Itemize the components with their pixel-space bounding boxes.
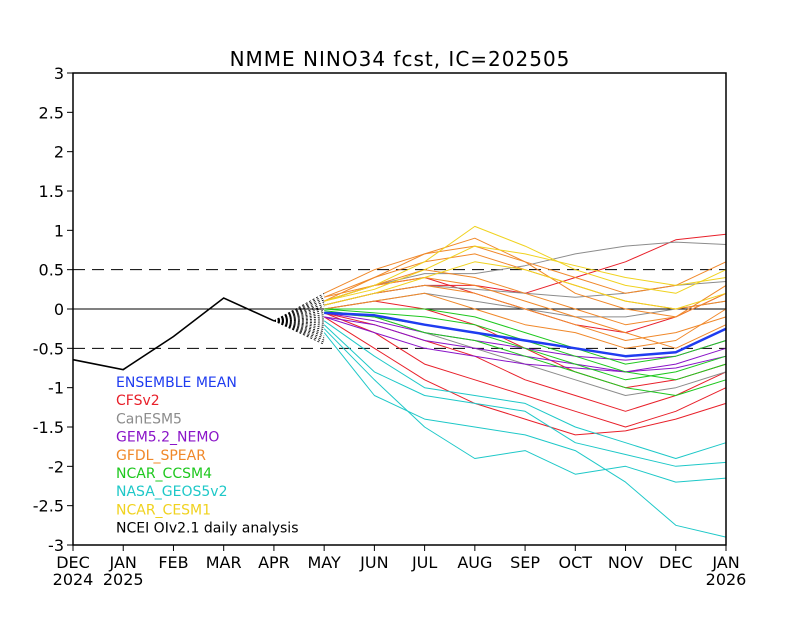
series-line-ncar-cesm1: [324, 245, 727, 302]
legend-entry-canesm5: CanESM5: [116, 411, 182, 427]
legend-entry-cfsv2: CFSv2: [116, 393, 160, 409]
x-tick-label: MAY: [308, 553, 342, 572]
y-tick-label: -0.5: [33, 339, 64, 358]
legend-entry-ensemble-mean: ENSEMBLE MEAN: [116, 375, 237, 391]
x-tick-label: AUG: [457, 553, 492, 572]
y-tick-label: 1: [54, 221, 64, 240]
series-line-nasa-geos5v2: [323, 328, 727, 483]
y-tick-label: 3: [54, 64, 64, 83]
series-line-nasa-geos5v2: [323, 324, 727, 467]
series-line-ncar-cesm1: [324, 225, 727, 302]
y-tick-label: -1.5: [33, 418, 64, 437]
x-tick-label: NOV: [608, 553, 643, 572]
series-line-ncar-ccsm4: [324, 310, 727, 396]
chart-legend: ENSEMBLE MEAN CFSv2 CanESM5 GEM5.2_NEMO GFDL…: [116, 375, 299, 537]
series-line-gfdl-spear: [324, 284, 727, 341]
y-tick-label: 1.5: [39, 182, 64, 201]
series-layer: [72, 225, 727, 538]
y-tick-label: 0.5: [39, 261, 64, 280]
series-line-gfdl-spear: [323, 245, 727, 302]
legend-entry-ncei-oiv2-1-daily-analysis: NCEI OIv2.1 daily analysis: [116, 521, 299, 537]
x-tick-label: JAN: [711, 553, 739, 572]
plot-frame: [72, 72, 727, 546]
chart-title: NMME NINO34 fcst, IC=202505: [230, 47, 571, 71]
x-tick-label: DEC: [659, 553, 693, 572]
series-line-ensemble-mean: [324, 311, 727, 358]
x-tick-label: FEB: [158, 553, 188, 572]
y-tick-label: -1: [48, 379, 64, 398]
series-line-ncar-ccsm4: [324, 308, 727, 365]
x-year-label: 2025: [103, 570, 144, 589]
y-tick-label: -3: [48, 536, 64, 555]
x-tick-label: OCT: [559, 553, 593, 572]
y-tick-label: 2: [54, 143, 64, 162]
series-line-cfsv2: [323, 316, 727, 436]
x-year-label: 2024: [53, 570, 94, 589]
legend-entry-nasa-geos5v2: NASA_GEOS5v2: [116, 484, 227, 500]
series-line-ncar-cesm1: [324, 261, 727, 310]
series-line-canesm5: [324, 241, 727, 302]
forecast-spread-line: [273, 293, 325, 322]
y-tick-label: 2.5: [39, 103, 64, 122]
legend-entry-gem5-2-nemo: GEM5.2_NEMO: [116, 430, 219, 446]
series-line-gem5-2-nemo: [324, 316, 727, 373]
x-tick-label: MAR: [206, 553, 242, 572]
x-tick-label: JUN: [359, 553, 388, 572]
series-line-cfsv2: [324, 312, 727, 428]
series-line-gfdl-spear: [324, 269, 727, 326]
y-tick-label: 0: [54, 300, 64, 319]
legend-entry-gfdl-spear: GFDL_SPEAR: [116, 448, 206, 464]
x-tick-label: DEC: [56, 553, 90, 572]
series-line-nasa-geos5v2: [323, 320, 727, 459]
x-tick-label: SEP: [510, 553, 540, 572]
x-tick-label: JAN: [109, 553, 137, 572]
series-line-nasa-geos5v2: [323, 332, 727, 538]
y-tick-label: -2.5: [33, 497, 64, 516]
x-tick-label: APR: [258, 553, 290, 572]
x-tick-label: JUL: [411, 553, 437, 572]
legend-entry-ncar-ccsm4: NCAR_CCSM4: [116, 466, 212, 482]
y-tick-label: -2: [48, 457, 64, 476]
observed-analysis-line: [72, 297, 275, 371]
x-year-label: 2026: [706, 570, 747, 589]
legend-entry-ncar-cesm1: NCAR_CESM1: [116, 502, 211, 518]
